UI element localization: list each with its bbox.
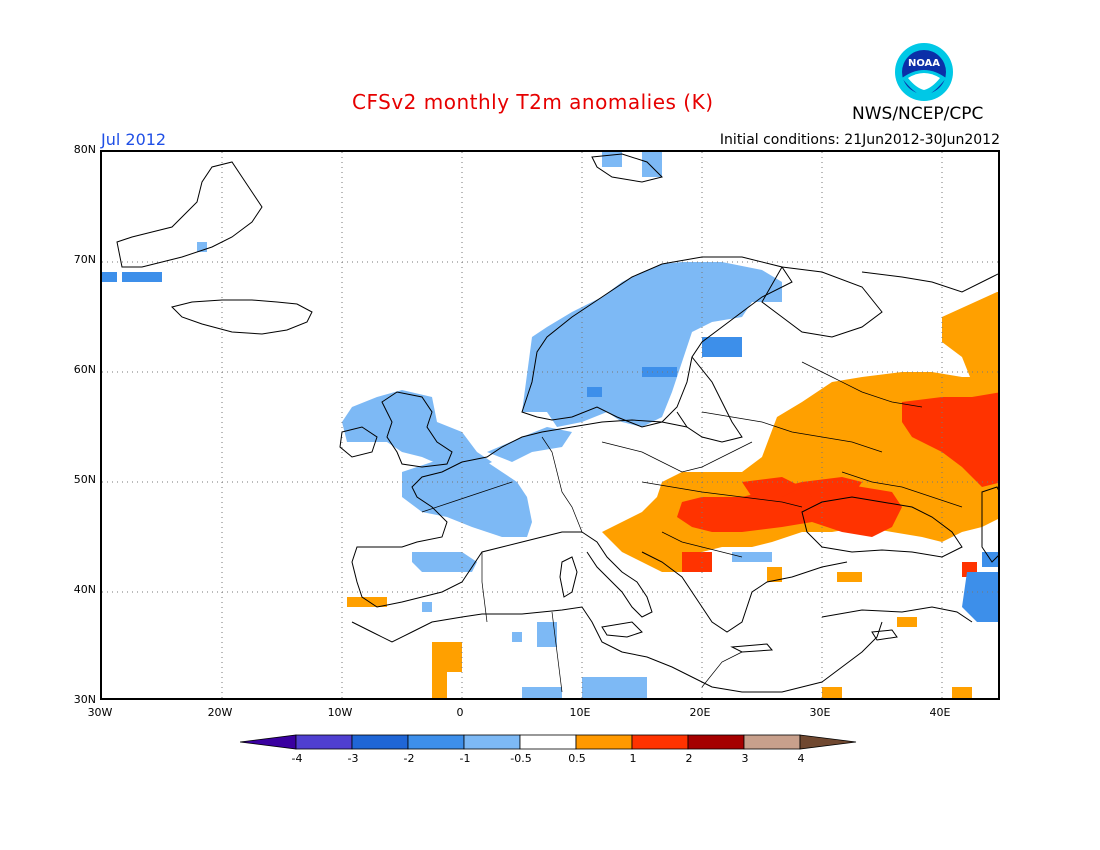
- noaa-logo: NOAA: [895, 43, 953, 101]
- map-panel: [100, 150, 1000, 700]
- colorbar-swatch-8: [687, 734, 745, 750]
- colorbar-label-4: 4: [797, 752, 805, 765]
- lon-label-0: 0: [456, 706, 464, 719]
- agency-label: NWS/NCEP/CPC: [852, 104, 984, 124]
- colorbar-label-0-5: 0.5: [568, 752, 586, 765]
- colorbar-arrow-low: [240, 734, 297, 750]
- month-label: Jul 2012: [101, 130, 167, 149]
- colorbar-label-minus2: -2: [403, 752, 415, 765]
- chart-title: CFSv2 monthly T2m anomalies (K): [352, 90, 714, 114]
- anomaly-far-east: [942, 292, 998, 382]
- lon-label-10e: 10E: [569, 706, 591, 719]
- coastlines: [116, 153, 998, 693]
- logo-text: NOAA: [908, 58, 940, 69]
- graticule: [102, 152, 998, 698]
- initial-conditions-label: Initial conditions: 21Jun2012-30Jun2012: [719, 132, 1000, 148]
- colorbar-swatch-1: [295, 734, 353, 750]
- colorbar-swatch-3: [407, 734, 465, 750]
- lon-label-40e: 40E: [929, 706, 951, 719]
- colorbar-swatch-4: [463, 734, 521, 750]
- colorbar-arrow-high: [799, 734, 857, 750]
- lat-label-40n: 40N: [73, 583, 96, 596]
- anomaly-fills: [102, 152, 998, 698]
- anomaly-turkey: [682, 552, 977, 577]
- lon-label-20w: 20W: [207, 706, 233, 719]
- anomaly-west-russia: [902, 392, 998, 487]
- anomaly-british-isles: [342, 390, 492, 472]
- colorbar-label-minus0-5: -0.5: [510, 752, 532, 765]
- lat-label-50n: 50N: [73, 473, 96, 486]
- lat-label-80n: 80N: [73, 143, 96, 156]
- lat-label-60n: 60N: [73, 363, 96, 376]
- colorbar-swatch-6: [575, 734, 633, 750]
- lon-label-30w: 30W: [87, 706, 113, 719]
- lon-label-30e: 30E: [809, 706, 831, 719]
- anomaly-benelux: [487, 427, 572, 462]
- colorbar-label-1: 1: [629, 752, 637, 765]
- anomaly-map: [102, 152, 998, 698]
- colorbar-label-minus3: -3: [347, 752, 359, 765]
- anomaly-scandinavia-dark: [587, 337, 742, 397]
- colorbar-label-2: 2: [685, 752, 693, 765]
- lon-label-10w: 10W: [327, 706, 353, 719]
- colorbar-swatch-5: [519, 734, 577, 750]
- anomaly-scandinavia: [522, 262, 782, 427]
- lon-label-20e: 20E: [689, 706, 711, 719]
- lat-label-30n: 30N: [73, 693, 96, 706]
- colorbar-label-minus1: -1: [459, 752, 471, 765]
- colorbar-label-3: 3: [741, 752, 749, 765]
- colorbar-swatch-7: [631, 734, 689, 750]
- anomaly-iberia: [412, 552, 477, 572]
- colorbar-swatch-2: [351, 734, 409, 750]
- colorbar-label-minus4: -4: [291, 752, 303, 765]
- lat-label-70n: 70N: [73, 253, 96, 266]
- colorbar: [240, 734, 857, 750]
- colorbar-swatch-9: [743, 734, 801, 750]
- anomaly-north-africa: [522, 622, 647, 698]
